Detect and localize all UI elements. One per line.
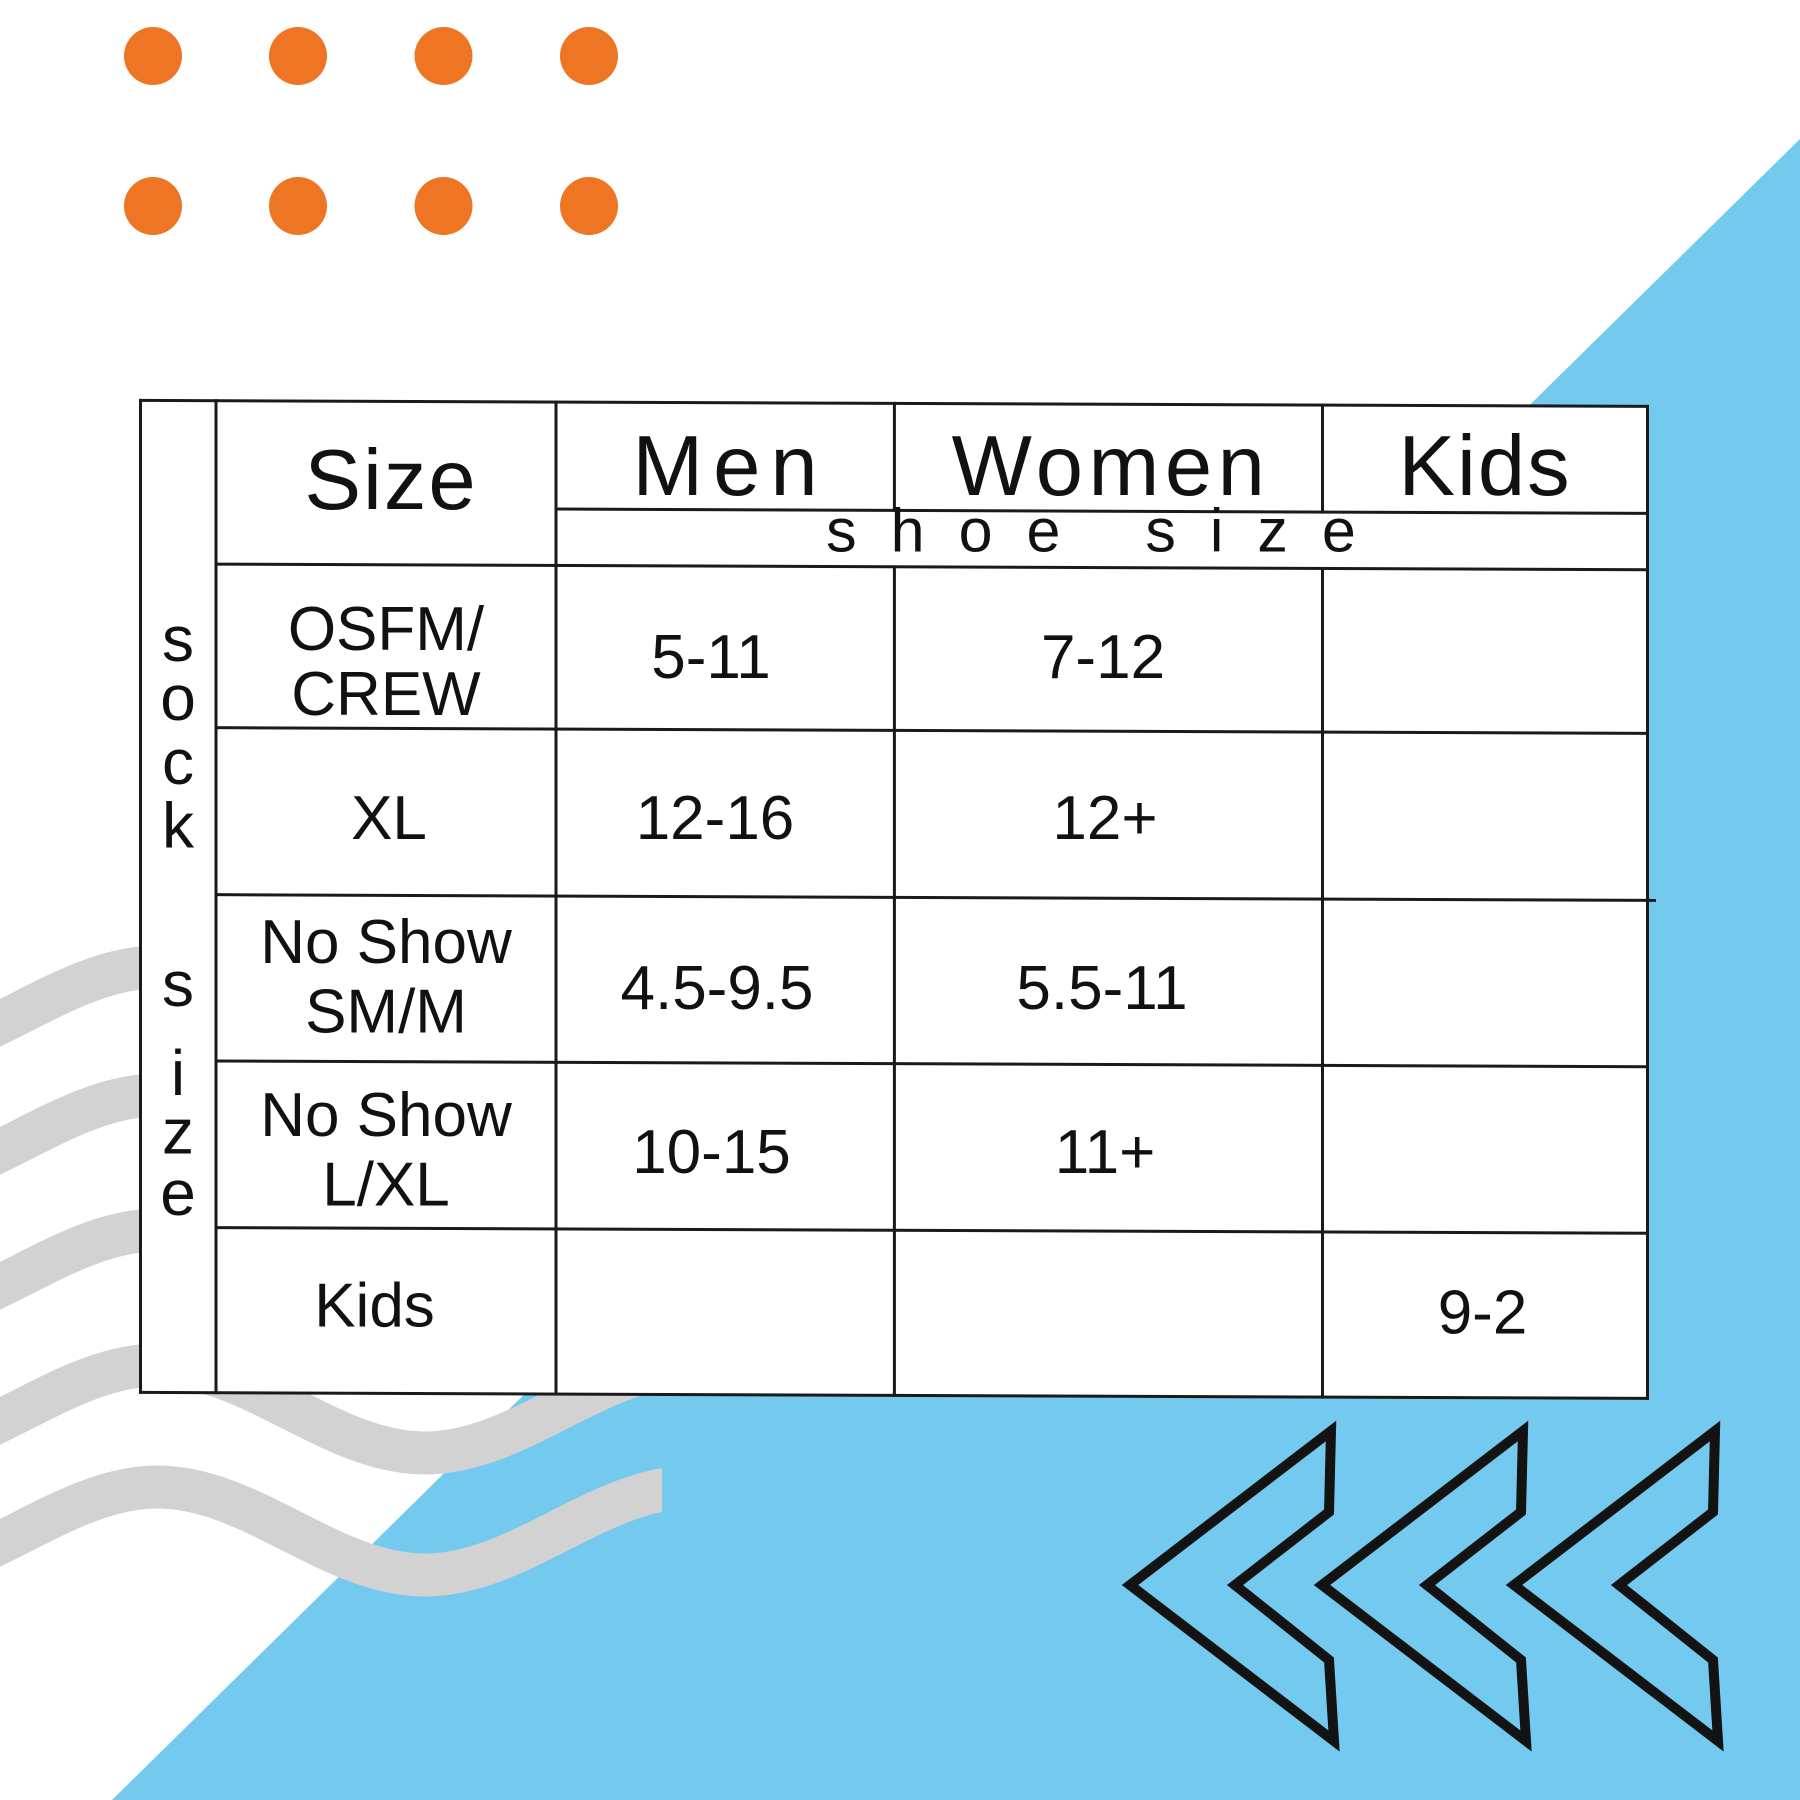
svg-text:k: k xyxy=(162,790,195,862)
svg-text:10-15: 10-15 xyxy=(632,1118,791,1187)
svg-text:Size: Size xyxy=(304,433,477,528)
svg-text:4.5-9.5: 4.5-9.5 xyxy=(620,954,813,1023)
svg-text:Kids: Kids xyxy=(314,1272,435,1341)
svg-text:No Show: No Show xyxy=(260,1081,512,1150)
svg-text:5-11: 5-11 xyxy=(651,623,771,692)
svg-text:z: z xyxy=(162,1096,194,1168)
svg-text:c: c xyxy=(162,726,194,798)
svg-text:No Show: No Show xyxy=(260,908,512,977)
svg-text:9-2: 9-2 xyxy=(1438,1279,1528,1348)
svg-text:s: s xyxy=(162,948,194,1020)
svg-text:Women: Women xyxy=(952,419,1271,514)
svg-text:e: e xyxy=(160,1157,196,1229)
svg-text:s: s xyxy=(162,603,194,675)
svg-text:Men: Men xyxy=(632,419,827,514)
svg-text:XL: XL xyxy=(351,784,427,853)
svg-text:SM/M: SM/M xyxy=(305,978,467,1047)
svg-text:Kids: Kids xyxy=(1398,419,1571,514)
svg-text:shoe size: shoe size xyxy=(826,497,1390,565)
svg-text:i: i xyxy=(171,1037,185,1109)
svg-text:12-16: 12-16 xyxy=(636,784,795,853)
svg-text:L/XL: L/XL xyxy=(322,1151,450,1220)
svg-text:o: o xyxy=(160,662,196,734)
svg-text:OSFM/: OSFM/ xyxy=(288,595,485,664)
svg-text:7-12: 7-12 xyxy=(1041,623,1165,692)
svg-text:5.5-11: 5.5-11 xyxy=(1016,954,1187,1023)
svg-text:11+: 11+ xyxy=(1055,1118,1156,1187)
svg-text:CREW: CREW xyxy=(291,660,481,729)
svg-text:12+: 12+ xyxy=(1052,784,1157,853)
